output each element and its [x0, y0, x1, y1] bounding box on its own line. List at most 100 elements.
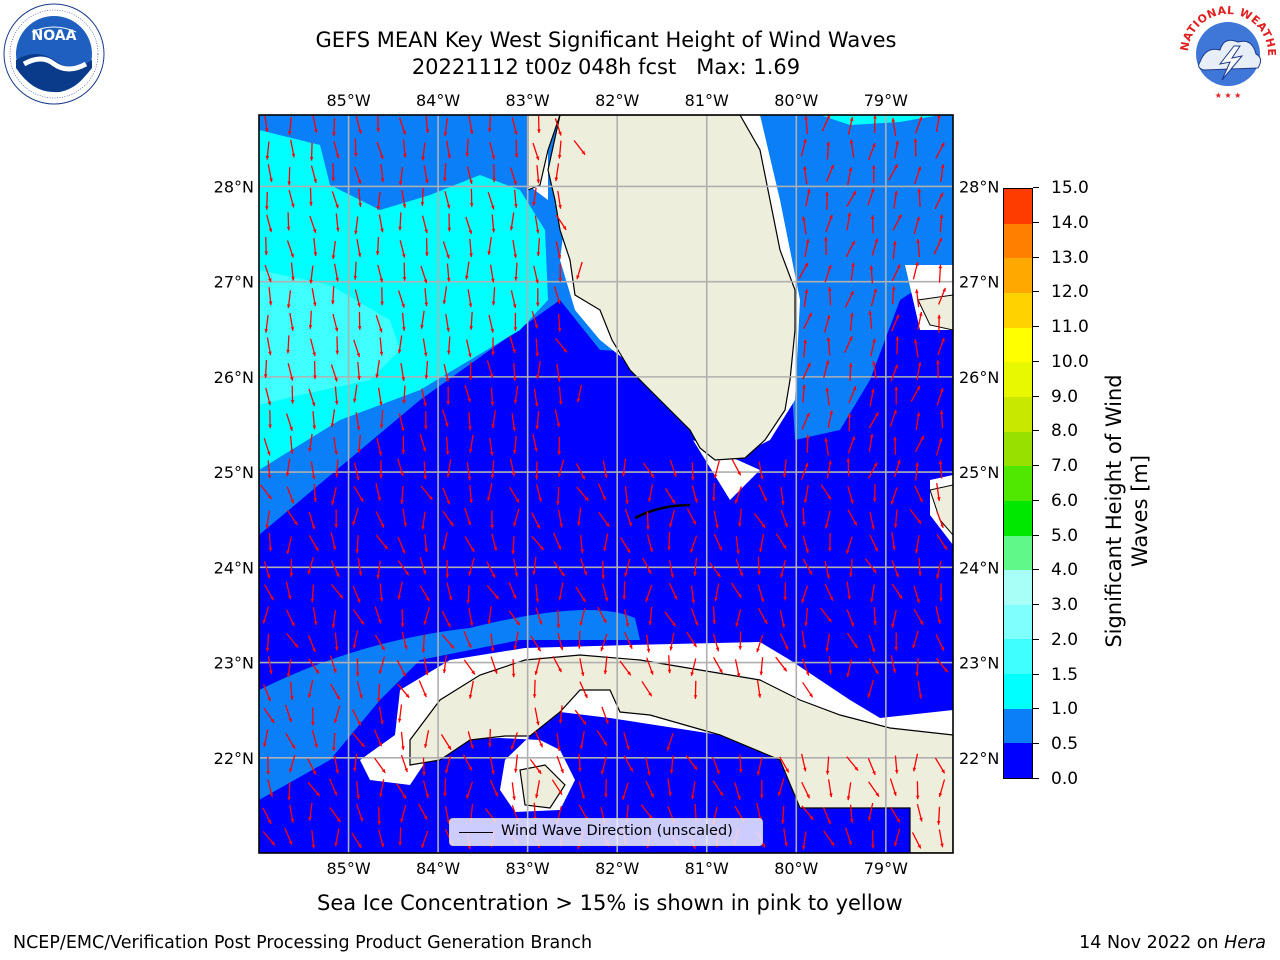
- colorbar-tick-label: 1.0: [1051, 699, 1079, 720]
- wave-vector-head: [851, 241, 855, 246]
- wave-vector-head: [915, 289, 919, 293]
- wave-vector-head: [312, 648, 316, 652]
- lon-label-top: 84°W: [416, 91, 460, 110]
- wave-vector-head: [268, 228, 273, 233]
- wave-vector-head: [289, 426, 293, 431]
- wave-vector-head: [827, 495, 831, 500]
- wave-vector-head: [398, 226, 402, 231]
- wave-vector-head: [622, 795, 626, 800]
- wave-vector-head: [694, 621, 699, 626]
- wave-vector-head: [892, 546, 896, 551]
- wave-vector-head: [354, 153, 358, 157]
- wave-field-1b: [259, 610, 640, 800]
- wave-vector-head: [938, 792, 943, 797]
- wave-vector-head: [314, 547, 319, 551]
- wave-vector-head: [469, 130, 474, 134]
- wave-vector-head: [802, 384, 806, 389]
- wave-vector-head: [872, 165, 876, 169]
- wave-vector-head: [286, 226, 291, 231]
- lat-label-right: 26°N: [959, 368, 999, 387]
- wave-vector-head: [893, 436, 897, 441]
- wave-vector-head: [917, 188, 922, 193]
- wave-vector-head: [873, 115, 877, 119]
- wave-vector-head: [269, 793, 274, 797]
- wave-vector-head: [693, 765, 698, 770]
- wave-vector-head: [309, 279, 313, 284]
- wave-vector-head: [263, 742, 267, 747]
- wave-vector-head: [536, 302, 540, 307]
- wave-vector-head: [313, 621, 318, 625]
- wave-vector-head: [807, 362, 811, 367]
- wave-vector-head: [446, 401, 450, 405]
- wave-vector-head: [491, 228, 496, 233]
- wave-vector-head: [443, 177, 447, 182]
- wave-vector-head: [443, 132, 448, 136]
- wave-vector-head: [403, 153, 407, 158]
- wave-vector-head: [898, 214, 902, 219]
- wave-vector-head: [512, 427, 516, 432]
- wave-vector-head: [535, 794, 539, 799]
- wave-vector-head: [825, 191, 829, 196]
- noaa-logo-text: NOAA: [32, 28, 77, 44]
- wave-vector-head: [312, 352, 316, 357]
- wave-vector-head: [558, 719, 563, 724]
- wave-field-3: [259, 270, 400, 405]
- wave-vector-head: [513, 377, 517, 381]
- wave-vector-head: [938, 460, 943, 465]
- wave-vector-head: [917, 166, 921, 171]
- wave-vector-head: [488, 743, 492, 747]
- wave-vector-head: [450, 644, 454, 649]
- wave-vector-head: [447, 745, 451, 750]
- wave-vector-head: [556, 501, 560, 505]
- wave-vector-head: [270, 718, 275, 723]
- noaa-logo: NOAA: [3, 3, 105, 105]
- wave-vector-head: [532, 694, 537, 698]
- wave-vector-head: [874, 670, 879, 674]
- wave-vector-head: [824, 437, 828, 442]
- colorbar-segment: [1004, 500, 1032, 536]
- wave-vector-head: [264, 251, 268, 255]
- wave-vector-head: [736, 673, 741, 677]
- wave-vector-head: [802, 845, 806, 850]
- colorbar-tick-label: 0.0: [1051, 769, 1079, 789]
- wave-vector-head: [826, 315, 831, 320]
- wave-vector-head: [868, 310, 872, 315]
- wave-vector-head: [761, 523, 766, 528]
- wave-vector-head: [557, 328, 562, 332]
- colorbar-segment: [1004, 708, 1032, 744]
- wave-vector-head: [535, 229, 540, 234]
- wave-vector-head: [288, 718, 292, 722]
- wave-vector-head: [937, 619, 941, 624]
- wave-vector-head: [803, 166, 807, 170]
- wave-vector-head: [919, 620, 924, 625]
- wave-vector-head: [289, 768, 293, 773]
- wave-vector-head: [288, 131, 292, 135]
- wave-vector-head: [400, 427, 405, 431]
- wave-vector-head: [332, 747, 336, 751]
- wave-vector-head: [336, 695, 340, 700]
- wave-vector-head: [487, 128, 492, 132]
- wave-vector-head: [557, 451, 561, 455]
- wave-vector-head: [557, 254, 562, 259]
- wave-vector-head: [446, 473, 451, 478]
- wave-vector-head: [446, 277, 451, 282]
- wave-vector-head: [936, 574, 940, 579]
- wave-vector-head: [846, 549, 850, 554]
- footer-date-text: 14 Nov 2022 on: [1079, 933, 1225, 953]
- wave-vector-head: [802, 216, 806, 221]
- wave-vector-head: [353, 767, 357, 772]
- wave-vector-head: [424, 302, 429, 307]
- wave-vector-head: [490, 647, 495, 652]
- wave-vector-head: [806, 434, 810, 439]
- wave-vector-head: [895, 573, 899, 578]
- wave-vector-head: [314, 129, 318, 133]
- wave-vector-head: [513, 180, 517, 185]
- wave-vector-head: [312, 770, 316, 775]
- wave-vector-head: [532, 201, 536, 206]
- wave-vector-head: [312, 425, 317, 430]
- wave-vector-head: [581, 475, 585, 480]
- wave-vector-head: [852, 386, 857, 391]
- wave-vector-head: [892, 669, 897, 673]
- wave-vector-head: [851, 262, 855, 267]
- wave-vector-head: [469, 326, 473, 330]
